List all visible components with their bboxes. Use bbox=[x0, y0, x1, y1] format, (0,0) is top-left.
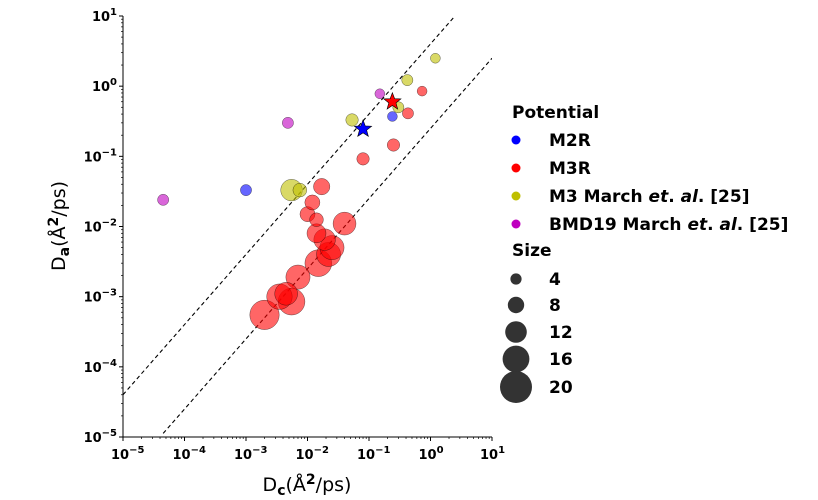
x-tick-label: 100 bbox=[419, 445, 444, 463]
y-tick-label: 10−3 bbox=[84, 288, 117, 306]
data-point bbox=[416, 85, 428, 97]
x-tick-label: 10−4 bbox=[173, 445, 206, 463]
legend-title-potential: Potential bbox=[512, 103, 599, 123]
data-point bbox=[402, 107, 414, 120]
x-tick-label: 10−3 bbox=[234, 445, 267, 463]
y-tick-label: 10−5 bbox=[84, 428, 117, 446]
legend-title-size: Size bbox=[512, 241, 552, 261]
legend-size-marker bbox=[500, 371, 532, 403]
x-tick-label: 101 bbox=[480, 445, 505, 463]
y-tick-label: 101 bbox=[92, 7, 117, 25]
legend: Potential M2R M3R M3 March et. al. [25] BMD1… bbox=[500, 103, 788, 403]
legend-label: M3 March et. al. [25] bbox=[549, 187, 749, 207]
y-tick-label: 10−2 bbox=[84, 218, 117, 236]
legend-label: M3R bbox=[549, 159, 591, 179]
data-point bbox=[274, 282, 298, 306]
legend-size-marker bbox=[505, 321, 527, 343]
data-point bbox=[309, 212, 324, 227]
legend-size-label: 12 bbox=[549, 323, 573, 343]
data-point bbox=[387, 111, 398, 122]
data-point bbox=[430, 53, 441, 64]
data-point bbox=[285, 264, 311, 290]
data-points bbox=[157, 53, 441, 330]
legend-size-marker bbox=[507, 296, 525, 314]
legend-label: BMD19 March et. al. [25] bbox=[549, 215, 788, 235]
y-tick-label: 10−1 bbox=[84, 147, 117, 165]
legend-size-label: 20 bbox=[549, 378, 573, 398]
reference-lines bbox=[123, 16, 492, 434]
x-tick-label: 10−5 bbox=[111, 445, 144, 463]
legend-size-marker bbox=[502, 345, 530, 373]
legend-label: M2R bbox=[549, 131, 591, 151]
data-point bbox=[356, 152, 370, 166]
data-point bbox=[249, 299, 280, 330]
x-axis-title: Dc(Å2/ps) bbox=[263, 472, 352, 499]
data-point bbox=[332, 211, 357, 236]
legend-size-label: 16 bbox=[549, 350, 573, 370]
legend-marker bbox=[511, 135, 521, 145]
legend-size-label: 8 bbox=[549, 296, 561, 316]
y-tick-label: 100 bbox=[92, 77, 117, 95]
legend-marker bbox=[511, 163, 521, 173]
x-tick-label: 10−1 bbox=[357, 445, 390, 463]
legend-size-marker bbox=[510, 273, 522, 285]
axes: 10−5 10−4 10−3 10−2 10−1 100 101 10−5 10−4 10−3 10… bbox=[46, 7, 505, 499]
star-marker bbox=[353, 119, 373, 137]
legend-size-label: 4 bbox=[549, 270, 561, 290]
data-point bbox=[282, 117, 294, 129]
data-point bbox=[313, 178, 331, 196]
data-point bbox=[240, 184, 252, 196]
data-point bbox=[304, 194, 321, 211]
star-marker bbox=[383, 91, 402, 110]
data-point bbox=[401, 74, 414, 86]
data-point bbox=[374, 88, 386, 99]
y-tick-label: 10−4 bbox=[84, 358, 117, 376]
data-point bbox=[345, 113, 359, 127]
y-axis-title: Da(Å2/ps) bbox=[46, 181, 73, 271]
reference-line-1 bbox=[123, 16, 456, 396]
data-point bbox=[292, 182, 307, 198]
x-tick-label: 10−2 bbox=[296, 445, 329, 463]
data-point bbox=[386, 138, 400, 152]
data-point bbox=[157, 193, 170, 206]
reference-line-2 bbox=[162, 57, 492, 434]
legend-marker bbox=[511, 191, 521, 201]
legend-marker bbox=[511, 219, 521, 229]
